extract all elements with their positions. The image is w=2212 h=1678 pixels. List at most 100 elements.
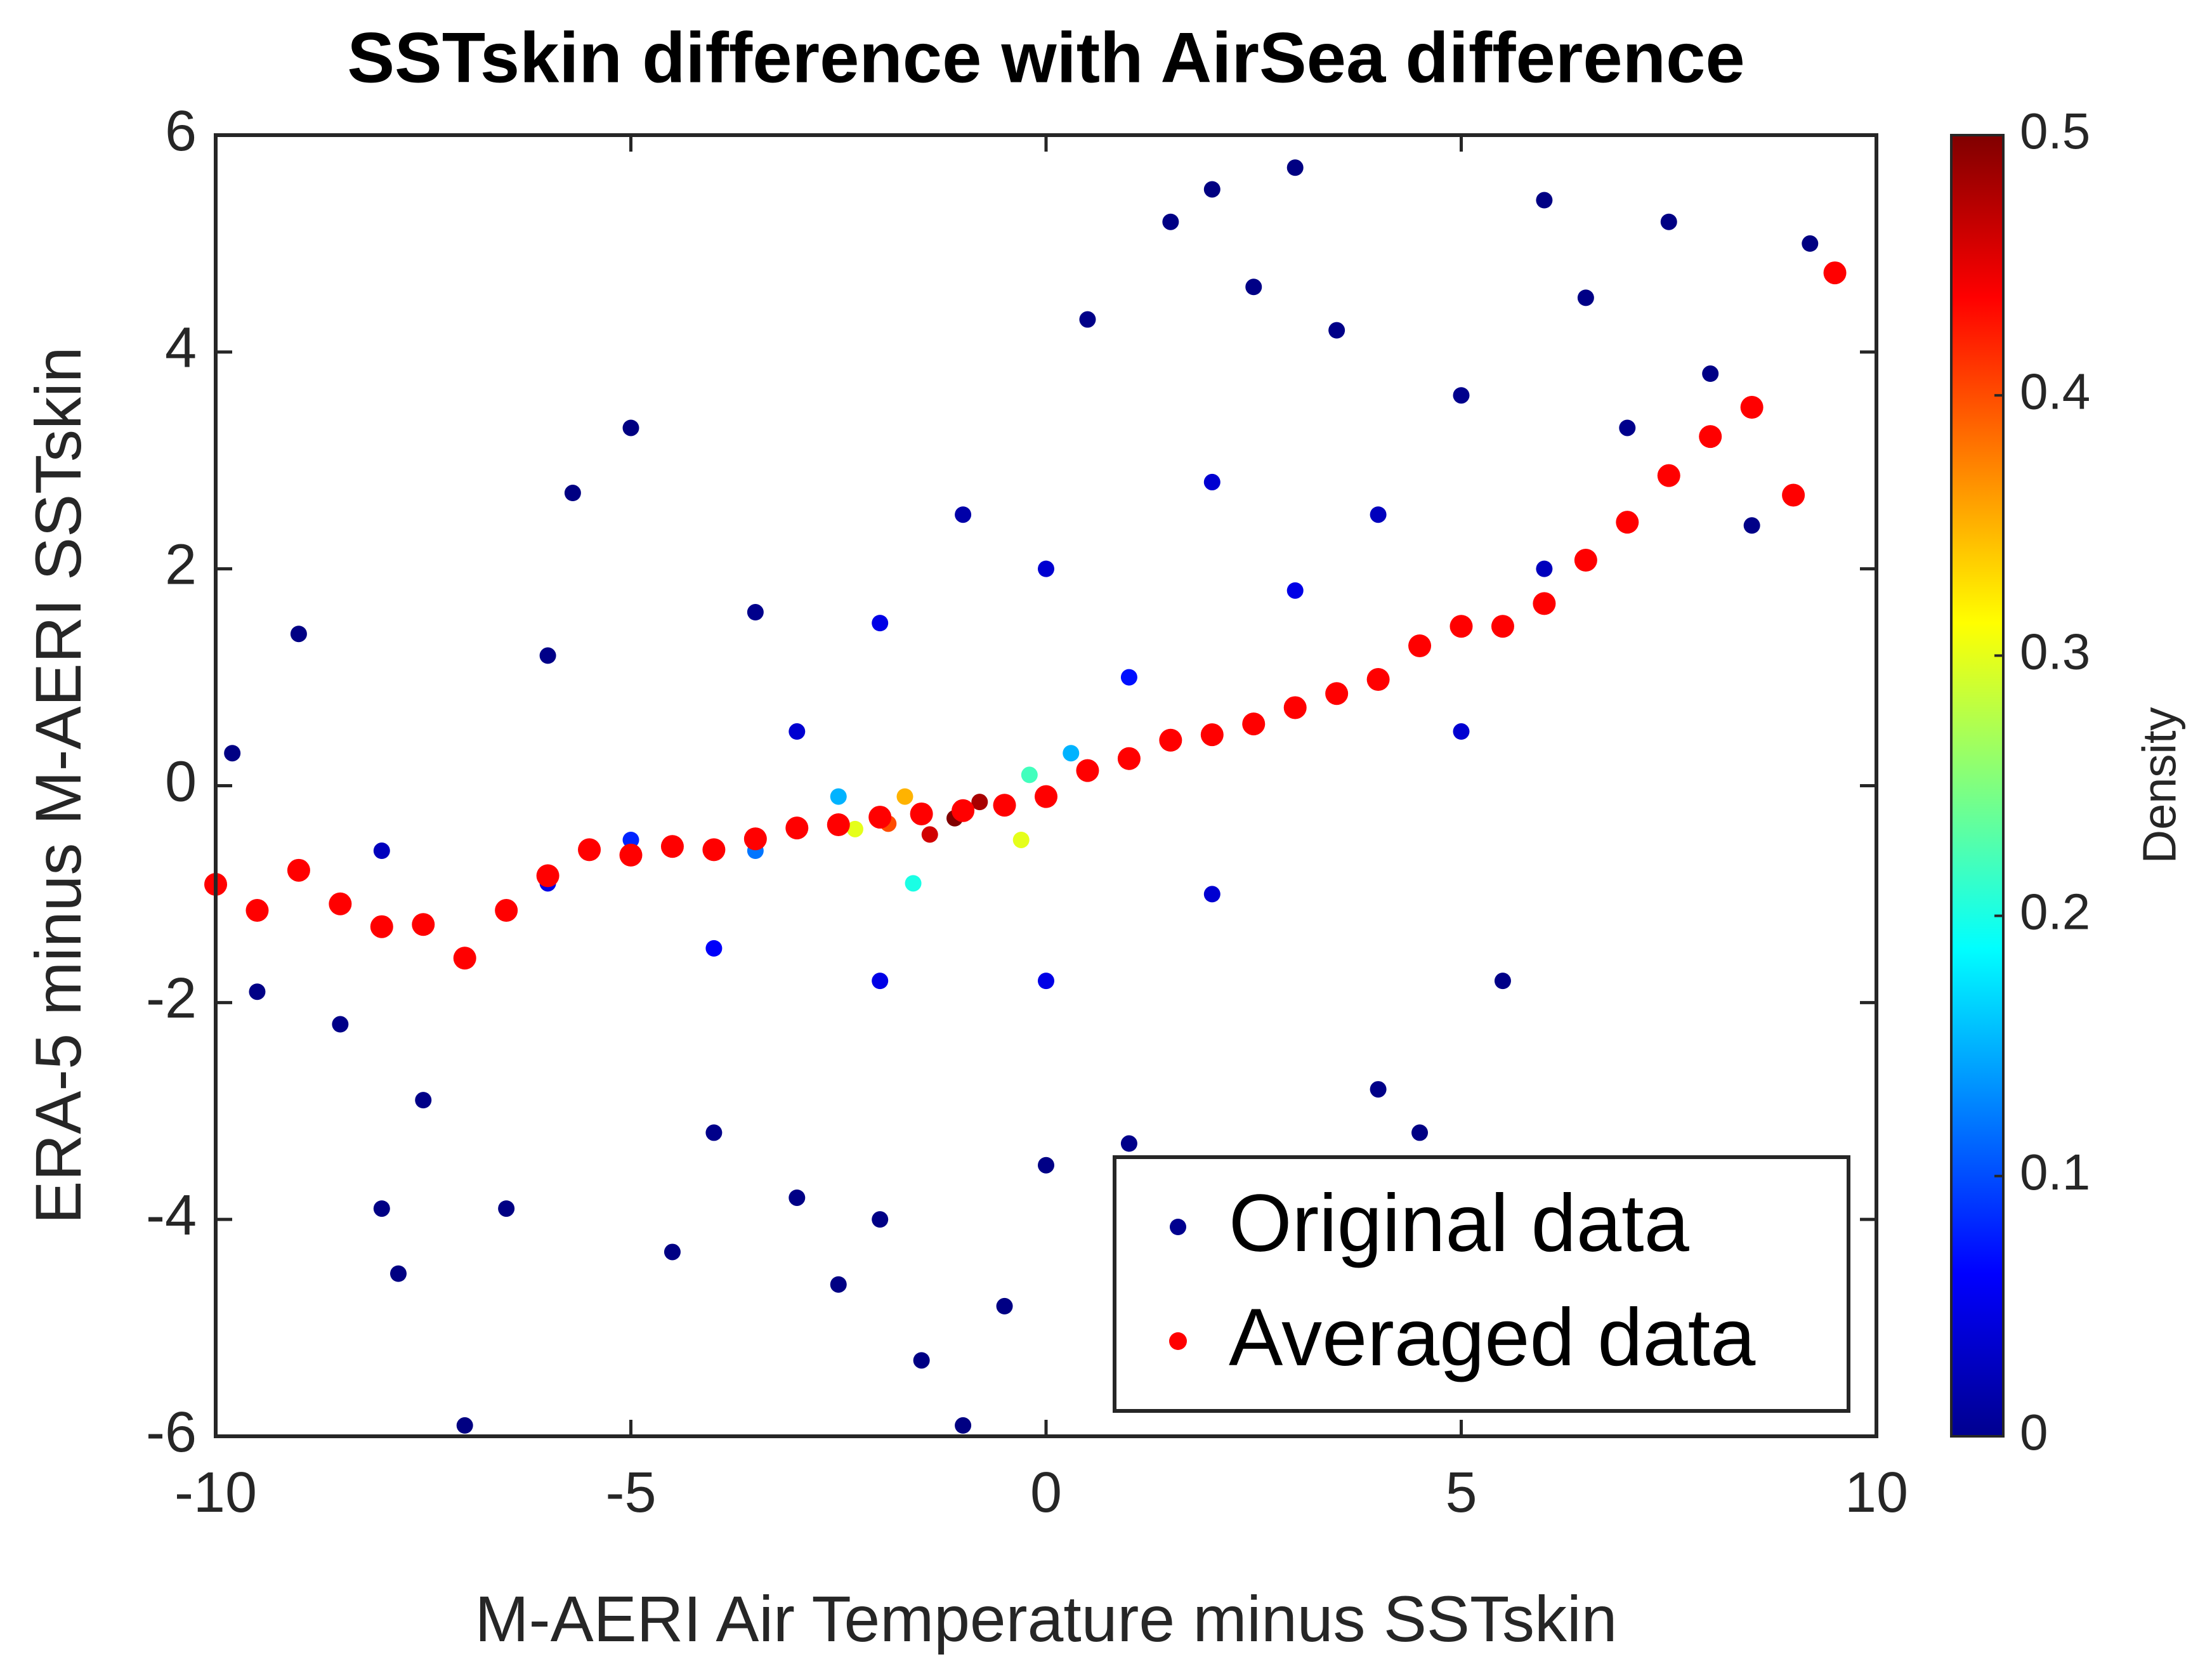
averaged-point: [910, 802, 933, 825]
original-point: [1079, 311, 1096, 328]
original-point: [1120, 669, 1137, 686]
colorbar: [1951, 135, 2003, 1436]
colorbar-tick-label: 0.4: [2020, 363, 2090, 419]
original-point: [955, 1417, 972, 1434]
colorbar-frame: [1950, 134, 2005, 1438]
original-point: [1660, 213, 1677, 230]
averaged-point: [1491, 615, 1514, 638]
original-point: [373, 1200, 390, 1217]
averaged-point: [1366, 668, 1390, 692]
original-point: [1120, 1135, 1137, 1152]
original-point: [1286, 582, 1304, 599]
original-point: [1619, 419, 1636, 436]
averaged-point: [1159, 728, 1182, 752]
averaged-point: [578, 838, 601, 862]
original-point: [1743, 517, 1760, 534]
original-point: [564, 485, 581, 502]
averaged-point: [1325, 682, 1349, 705]
original-point: [290, 626, 307, 643]
original-point: [373, 842, 390, 860]
original-point: [1702, 365, 1719, 383]
original-point: [872, 973, 889, 990]
original-point: [1536, 560, 1553, 577]
averaged-point: [702, 838, 726, 862]
averaged-point: [1823, 261, 1847, 285]
colorbar-tick-label: 0.2: [2020, 884, 2090, 940]
y-tick-label: -4: [146, 1184, 197, 1247]
averaged-point: [1533, 592, 1556, 615]
x-tick-label: -10: [174, 1461, 257, 1524]
original-point: [1536, 192, 1553, 209]
averaged-point: [993, 794, 1016, 817]
original-point: [1328, 322, 1345, 339]
original-point: [1245, 279, 1262, 296]
original-point: [1162, 213, 1179, 230]
averaged-point: [660, 835, 684, 858]
y-axis-label: ERA-5 minus M-AERI SSTskin: [22, 347, 95, 1224]
original-point: [1411, 1124, 1429, 1141]
y-tick-label: 0: [165, 750, 197, 813]
original-point: [1021, 766, 1038, 783]
original-point: [1577, 289, 1594, 306]
averaged-point: [1574, 548, 1597, 572]
y-tick-label: -2: [146, 967, 197, 1030]
x-tick-label: 0: [1030, 1461, 1062, 1524]
original-point: [913, 1352, 930, 1369]
original-point: [896, 788, 913, 805]
colorbar-tick-label: 0.3: [2020, 624, 2090, 680]
averaged-point: [1408, 634, 1432, 658]
averaged-point: [370, 915, 393, 938]
averaged-point: [827, 813, 850, 837]
original-point: [830, 788, 847, 805]
original-point: [1453, 387, 1470, 404]
averaged-point: [1782, 483, 1805, 507]
original-point: [921, 826, 938, 843]
original-point: [1370, 1081, 1387, 1098]
original-point: [622, 419, 639, 436]
x-tick-label: -5: [605, 1461, 656, 1524]
original-point: [1802, 235, 1819, 252]
original-point: [224, 745, 241, 762]
original-point: [1453, 723, 1470, 740]
original-point: [1203, 473, 1221, 490]
original-point: [1038, 1157, 1054, 1174]
original-point: [332, 1016, 349, 1033]
original-point: [905, 875, 922, 892]
original-point: [1203, 886, 1221, 903]
averaged-point: [287, 858, 310, 882]
original-point: [705, 1124, 723, 1141]
original-point: [498, 1200, 515, 1217]
original-point: [622, 831, 639, 848]
legend-marker: [1170, 1219, 1186, 1235]
original-point: [389, 1265, 407, 1282]
averaged-point: [1699, 425, 1722, 449]
original-point: [1063, 745, 1080, 762]
averaged-point: [1450, 615, 1473, 638]
original-point: [971, 794, 988, 811]
original-point: [789, 1189, 806, 1206]
averaged-point: [1117, 747, 1141, 770]
x-tick-label: 10: [1845, 1461, 1908, 1524]
original-point: [664, 1243, 681, 1261]
averaged-point: [245, 899, 269, 922]
legend-label: Original data: [1229, 1178, 1690, 1269]
original-point: [249, 983, 266, 1000]
original-point: [1286, 159, 1304, 176]
averaged-point: [412, 913, 435, 936]
averaged-point: [1657, 464, 1680, 487]
original-point: [955, 506, 972, 523]
original-point: [1370, 506, 1387, 523]
averaged-point: [1242, 712, 1266, 736]
original-point: [1012, 831, 1030, 848]
y-tick-label: 6: [165, 100, 197, 163]
averaged-point: [495, 899, 518, 922]
x-tick-label: 5: [1445, 1461, 1477, 1524]
averaged-point: [1076, 759, 1099, 782]
legend-box: [1113, 1155, 1850, 1413]
original-point: [789, 723, 806, 740]
chart-title: SSTskin difference with AirSea differenc…: [347, 18, 1744, 98]
original-point: [705, 940, 723, 957]
averaged-point: [743, 827, 767, 851]
